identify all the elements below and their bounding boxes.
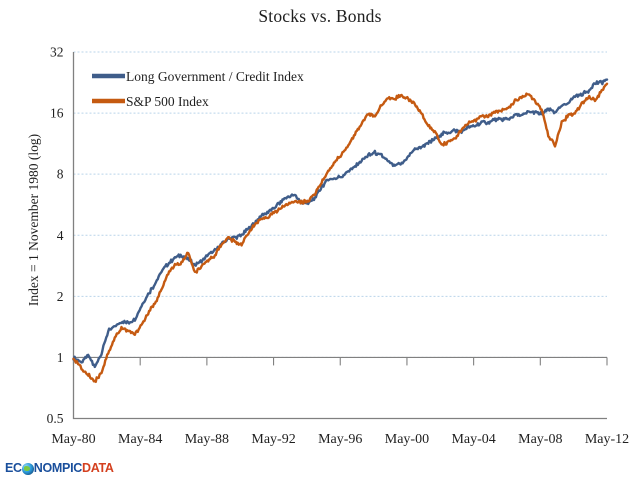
x-axis-tick-labels: May-80 May-84 May-88 May-92 May-96 May-00 May-… bbox=[51, 432, 629, 447]
logo-text-nompic: NOMPIC bbox=[33, 461, 83, 475]
x-axis-tick-label: May-12 bbox=[585, 432, 629, 447]
series-line-bonds bbox=[72, 78, 609, 369]
chart-legend: Long Government / Credit Index S&P 500 In… bbox=[92, 69, 304, 109]
legend-label: S&P 500 Index bbox=[126, 94, 209, 109]
chart-title: Stocks vs. Bonds bbox=[258, 6, 382, 26]
y-axis-tick-label: 4 bbox=[57, 228, 64, 243]
logo-text-ec: EC bbox=[5, 461, 22, 475]
x-axis-tick-label: May-96 bbox=[318, 432, 362, 447]
globe-icon bbox=[21, 463, 34, 475]
y-axis-tick-label: 32 bbox=[50, 45, 64, 60]
x-axis-tick-label: May-80 bbox=[51, 432, 95, 447]
x-axis-tick-label: May-88 bbox=[185, 432, 229, 447]
y-axis-tick-label: 8 bbox=[57, 167, 64, 182]
econompicdata-logo[interactable]: EC NOMPIC DATA bbox=[5, 460, 114, 476]
y-axis-tick-label: 1 bbox=[57, 350, 64, 365]
x-axis-tick-label: May-84 bbox=[118, 432, 162, 447]
y-axis-tick-label: 16 bbox=[50, 106, 64, 121]
axis-lines bbox=[72, 52, 607, 420]
y-axis-tick-label: 2 bbox=[57, 289, 64, 304]
data-series bbox=[72, 78, 609, 383]
legend-label: Long Government / Credit Index bbox=[126, 69, 304, 84]
series-line-stocks bbox=[72, 82, 609, 383]
x-axis-tickmarks bbox=[72, 356, 608, 366]
axis-line-path bbox=[72, 52, 607, 420]
x-axis-tick-label: May-92 bbox=[251, 432, 295, 447]
logo-text-data: DATA bbox=[81, 461, 114, 475]
x-axis-tick-label: May-08 bbox=[518, 432, 562, 447]
x-axis-tick-label: May-04 bbox=[451, 432, 495, 447]
y-axis-tick-labels: 32 16 8 4 2 1 0.5 bbox=[47, 45, 64, 427]
x-axis-tick-label: May-00 bbox=[385, 432, 429, 447]
y-axis-tick-label: 0.5 bbox=[47, 411, 64, 426]
